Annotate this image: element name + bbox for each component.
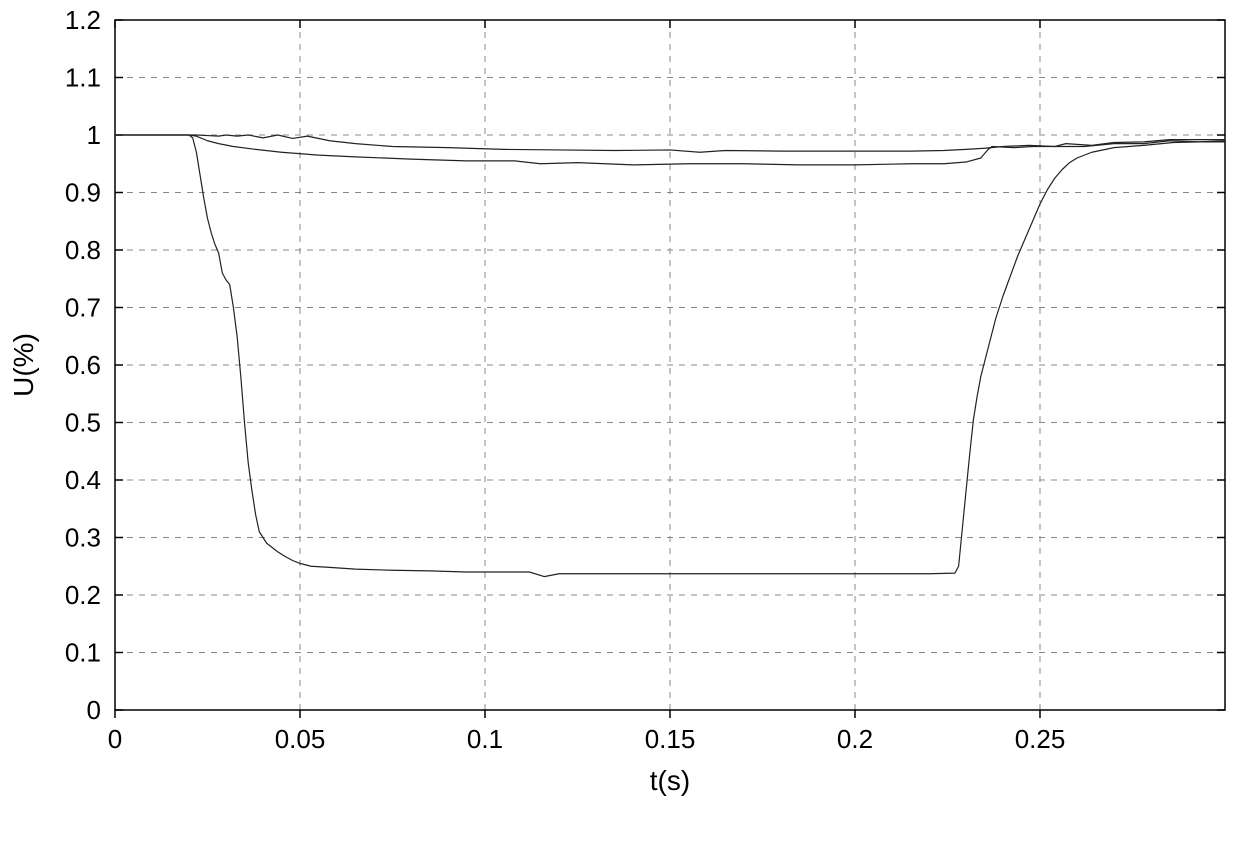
y-tick-label: 0.3 <box>65 523 101 553</box>
y-tick-label: 0.7 <box>65 293 101 323</box>
y-tick-label: 1.1 <box>65 63 101 93</box>
chart-container: 0 0.05 0.1 0.15 0.2 0.25 0 0.1 0.2 0.3 0.4 0.5 0.6 0.… <box>0 0 1240 841</box>
line-chart: 0 0.05 0.1 0.15 0.2 0.25 0 0.1 0.2 0.3 0.4 0.5 0.6 0.… <box>0 0 1240 841</box>
x-tick-label: 0.05 <box>275 724 326 754</box>
y-tick-label: 1 <box>87 120 101 150</box>
x-axis-label: t(s) <box>650 765 690 796</box>
x-tick-label: 0.25 <box>1015 724 1066 754</box>
y-tick-label: 0.4 <box>65 465 101 495</box>
y-tick-label: 0 <box>87 695 101 725</box>
x-tick-label: 0.2 <box>837 724 873 754</box>
x-tick-label: 0 <box>108 724 122 754</box>
y-tick-label: 0.9 <box>65 178 101 208</box>
y-tick-label: 0.6 <box>65 350 101 380</box>
y-tick-label: 0.8 <box>65 235 101 265</box>
y-axis-label: U(%) <box>8 333 39 397</box>
y-tick-label: 1.2 <box>65 5 101 35</box>
y-tick-label: 0.2 <box>65 580 101 610</box>
x-tick-label: 0.15 <box>645 724 696 754</box>
x-tick-label: 0.1 <box>467 724 503 754</box>
y-tick-label: 0.5 <box>65 408 101 438</box>
y-tick-label: 0.1 <box>65 638 101 668</box>
